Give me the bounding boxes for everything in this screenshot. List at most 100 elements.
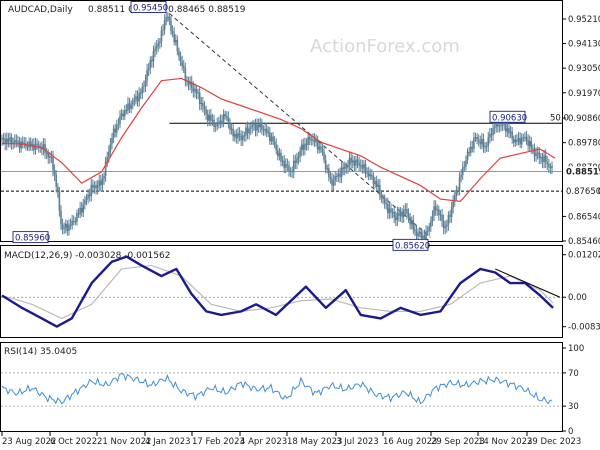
price-candle — [481, 139, 483, 145]
price-candle — [313, 139, 316, 143]
price-candle — [399, 211, 402, 216]
price-candle — [312, 139, 314, 141]
price-label: 0.90630 — [492, 113, 527, 123]
price-candle — [52, 156, 54, 171]
price-candle — [50, 156, 53, 158]
x-tick-label: 17 Feb 2023 — [192, 437, 245, 447]
price-candle — [369, 174, 372, 177]
price-candle — [433, 206, 435, 216]
price-candle — [493, 126, 496, 128]
price-candle — [128, 103, 131, 109]
price-candle — [88, 194, 91, 196]
price-tag: 0.87650 — [566, 187, 600, 197]
price-candle — [498, 125, 501, 127]
price-label: 0.95450 — [133, 4, 168, 14]
price-candle — [328, 168, 330, 178]
macd-title: MACD(12,26,9) -0.003028 -0.001562 — [4, 251, 170, 261]
price-candle — [202, 102, 204, 107]
price-candle — [391, 211, 394, 213]
price-candle — [350, 157, 352, 163]
price-candle — [119, 115, 121, 125]
price-candle — [141, 86, 144, 94]
price-candle — [425, 231, 427, 240]
x-tick-label: 6 Oct 2022 — [50, 437, 97, 447]
price-candle — [57, 186, 59, 192]
price-candle — [4, 138, 6, 145]
price-candle — [324, 159, 327, 170]
rsi-y-tick-label: 70 — [568, 369, 579, 379]
price-candle — [460, 175, 462, 178]
price-candle — [321, 149, 324, 153]
price-candle — [390, 208, 392, 213]
price-candle — [355, 159, 357, 166]
y-tick-label: 0.93050 — [568, 64, 600, 74]
price-candle — [77, 213, 80, 215]
price-candle — [173, 33, 175, 42]
price-candle — [468, 152, 470, 154]
price-label: 0.85960 — [15, 234, 50, 244]
price-candle — [519, 137, 521, 145]
price-candle — [58, 191, 61, 211]
price-candle — [458, 177, 461, 191]
price-candle — [473, 137, 475, 149]
y-tick-label: 0.89780 — [568, 139, 600, 149]
price-candle — [251, 124, 254, 128]
x-tick-label: 16 Aug 2023 — [383, 437, 437, 447]
price-candle — [377, 184, 380, 187]
watermark: ActionForex.com — [310, 36, 460, 57]
price-candle — [348, 157, 351, 165]
price-candle — [265, 128, 268, 133]
price-candle — [171, 31, 174, 34]
price-candle — [243, 135, 246, 137]
price-candle — [343, 166, 346, 170]
price-candle — [375, 181, 378, 187]
price-candle — [469, 146, 472, 153]
price-tag: 0.88519 — [566, 167, 600, 177]
y-tick-label: 0.91970 — [568, 89, 600, 99]
price-candle — [96, 185, 99, 189]
price-panel — [0, 0, 563, 242]
price-candle — [195, 88, 198, 94]
price-candle — [455, 190, 458, 196]
price-candle — [305, 143, 308, 145]
price-candle — [42, 144, 45, 150]
price-candle — [241, 135, 244, 141]
price-candle — [418, 231, 421, 234]
price-label: 0.85620 — [395, 241, 430, 251]
price-candle — [106, 157, 109, 162]
price-candle — [264, 128, 266, 131]
price-candle — [184, 68, 187, 82]
price-candle — [127, 103, 129, 111]
price-label-box — [489, 110, 526, 123]
price-candle — [315, 139, 317, 143]
price-candle — [449, 214, 451, 217]
price-candle — [261, 122, 263, 130]
price-candle — [528, 141, 531, 146]
price-candle — [415, 231, 418, 237]
price-candle — [170, 20, 172, 32]
price-candle — [237, 133, 239, 139]
price-candle — [412, 220, 415, 230]
price-candle — [479, 141, 482, 145]
price-candle — [417, 233, 419, 237]
price-candle — [520, 137, 523, 145]
price-candle — [66, 223, 69, 231]
price-candle — [283, 160, 285, 168]
price-candle — [402, 210, 405, 218]
x-tick-label: 14 Nov 2023 — [478, 437, 532, 447]
price-candle — [487, 137, 490, 147]
price-candle — [69, 224, 72, 226]
price-tag-bg — [563, 186, 598, 197]
price-candle — [374, 181, 376, 185]
price-candle — [543, 155, 545, 163]
price-candle — [238, 133, 241, 136]
price-candle — [430, 220, 432, 227]
price-candle — [205, 109, 207, 115]
price-candle — [540, 157, 542, 159]
price-candle — [53, 170, 56, 175]
price-candle — [549, 166, 552, 169]
x-tick-label: 23 Aug 2022 — [2, 437, 56, 447]
x-tick-label: 3 Jul 2023 — [336, 437, 379, 447]
price-candle — [178, 51, 180, 57]
price-candle — [367, 172, 370, 177]
